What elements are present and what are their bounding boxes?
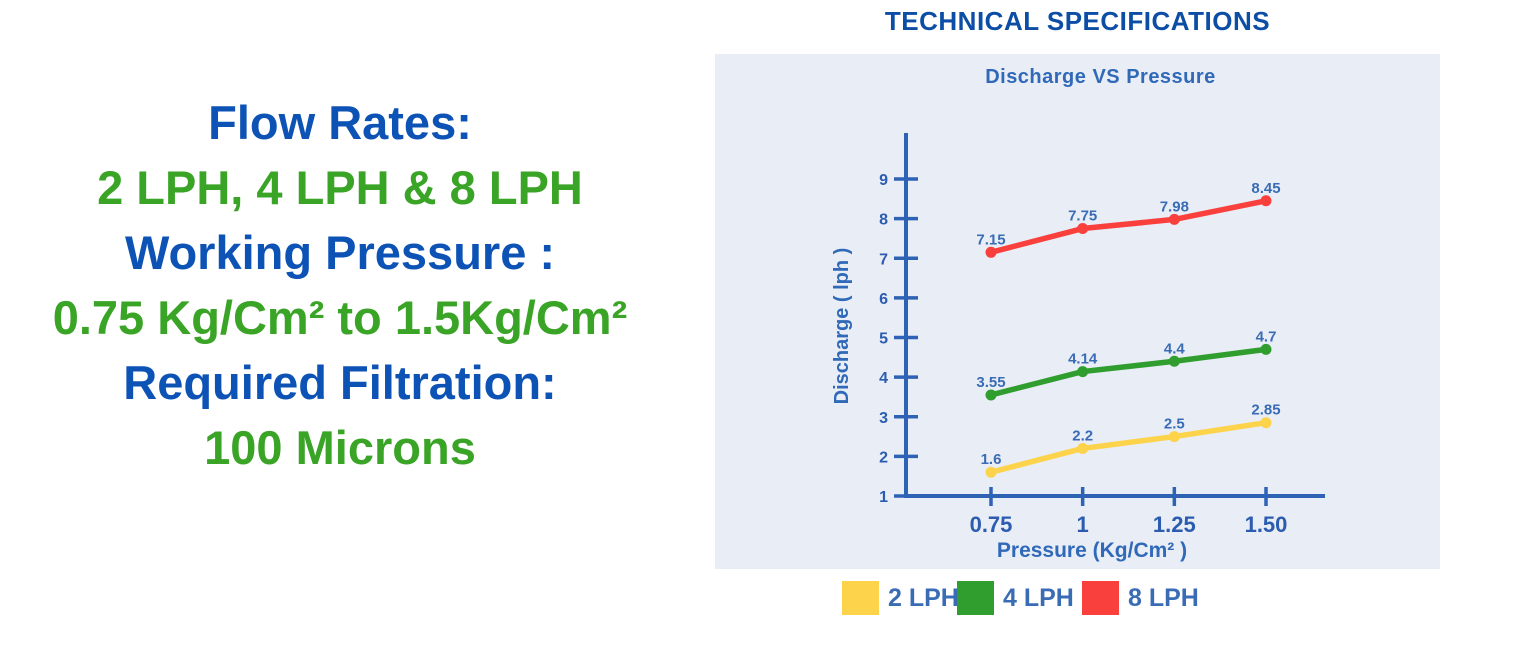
- legend-swatch: [1082, 581, 1119, 615]
- legend-label: 4 LPH: [1003, 583, 1074, 612]
- data-point-label: 4.14: [1068, 351, 1098, 368]
- spec-line-flow-rates-heading: Flow Rates:: [208, 96, 472, 149]
- data-point-label: 1.6: [981, 451, 1002, 468]
- y-tick-label: 4: [879, 370, 888, 387]
- x-tick-label: 1.50: [1245, 512, 1288, 537]
- x-tick-label: 1: [1077, 512, 1089, 537]
- data-point-label: 4.7: [1256, 328, 1277, 345]
- spec-line-filtration-heading: Required Filtration:: [123, 356, 557, 409]
- y-tick-label: 1: [879, 489, 888, 506]
- series-line-2-lph: [988, 419, 1269, 475]
- legend-item-2-lph: 2 LPH: [842, 581, 959, 615]
- data-point: [1168, 213, 1180, 225]
- data-point: [1077, 366, 1089, 378]
- y-tick-label: 6: [879, 291, 888, 308]
- legend-swatch: [957, 581, 994, 615]
- x-tick-label: 1.25: [1153, 512, 1196, 537]
- spec-line-flow-rates-value: 2 LPH, 4 LPH & 8 LPH: [97, 161, 583, 214]
- data-point: [1077, 223, 1089, 235]
- y-axis-title: Discharge ( lph ): [831, 248, 853, 405]
- data-point: [985, 466, 997, 478]
- x-axis-title: Pressure (Kg/Cm² ): [997, 539, 1187, 562]
- y-tick-label: 2: [879, 449, 888, 466]
- data-point: [1168, 355, 1180, 367]
- series-line-4-lph: [988, 346, 1269, 398]
- legend-item-8-lph: 8 LPH: [1082, 581, 1199, 615]
- data-point: [985, 389, 997, 401]
- chart-panel: Discharge VS Pressure 1 2 3 4 5 6 7 8 9 0.75 1 1.25…: [715, 54, 1440, 569]
- legend-label: 2 LPH: [888, 583, 959, 612]
- data-point-label: 2.2: [1072, 427, 1093, 444]
- y-tick-label: 3: [879, 410, 888, 427]
- data-point: [1260, 343, 1272, 355]
- data-point-label: 7.15: [976, 231, 1005, 248]
- legend-item-4-lph: 4 LPH: [957, 581, 1074, 615]
- page-title: TECHNICAL SPECIFICATIONS: [884, 6, 1271, 36]
- discharge-vs-pressure-chart: 1 2 3 4 5 6 7 8 9 0.75 1 1.25 1.50 Pressure (Kg/Cm² )…: [831, 133, 1325, 562]
- data-point-label: 2.5: [1164, 416, 1185, 433]
- chart-title: Discharge VS Pressure: [985, 66, 1216, 88]
- data-point: [1077, 442, 1089, 454]
- data-point: [1260, 417, 1272, 429]
- data-point: [1260, 195, 1272, 207]
- y-tick-label: 7: [879, 251, 888, 268]
- spec-line-working-pressure-heading: Working Pressure :: [124, 226, 556, 279]
- data-point-label: 8.45: [1251, 180, 1280, 197]
- y-tick-label: 5: [879, 331, 888, 348]
- x-tick-label: 0.75: [970, 512, 1013, 537]
- data-point-label: 3.55: [976, 374, 1005, 391]
- legend-label: 8 LPH: [1128, 583, 1199, 612]
- data-point-label: 2.85: [1251, 402, 1280, 419]
- data-point-label: 4.4: [1164, 340, 1186, 357]
- spec-line-filtration-value: 100 Microns: [204, 421, 476, 474]
- y-tick-label: 8: [879, 212, 888, 229]
- data-point-label: 7.98: [1160, 198, 1189, 215]
- spec-text-block: Flow Rates: 2 LPH, 4 LPH & 8 LPH Working…: [15, 90, 665, 480]
- legend-swatch: [842, 581, 879, 615]
- spec-line-working-pressure-value: 0.75 Kg/Cm² to 1.5Kg/Cm²: [52, 291, 628, 344]
- series-line-8-lph: [988, 198, 1269, 256]
- data-point-label: 7.75: [1068, 208, 1097, 225]
- data-point: [1168, 431, 1180, 443]
- y-tick-label: 9: [879, 172, 888, 189]
- data-point: [985, 246, 997, 258]
